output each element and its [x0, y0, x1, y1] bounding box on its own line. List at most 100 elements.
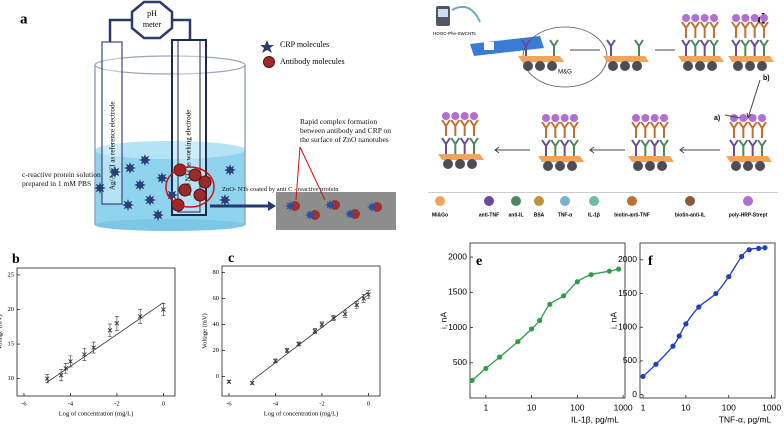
hrp: [758, 114, 766, 122]
legend-label: IL-1β: [588, 212, 600, 218]
antibody: [469, 119, 479, 136]
y-tick-label: 80: [213, 269, 220, 276]
antibody: [649, 121, 660, 138]
hrp: [730, 114, 738, 122]
nanotube: [608, 61, 618, 71]
antibody: [729, 139, 739, 156]
point: [354, 302, 360, 308]
point: [515, 339, 521, 345]
point: [63, 366, 69, 371]
hrp: [700, 14, 709, 22]
hrp: [542, 114, 550, 122]
plot-frame: [639, 242, 776, 399]
nanotube: [645, 161, 655, 171]
antibody: [541, 139, 551, 156]
x-tick-label: -6: [226, 400, 232, 407]
arrow: [494, 146, 530, 154]
mig-layer: [438, 154, 484, 160]
hrp: [560, 114, 569, 122]
hrp: [632, 114, 640, 122]
antibody: [549, 39, 559, 56]
point: [739, 253, 745, 260]
antibody: [640, 139, 651, 156]
point: [756, 245, 762, 251]
antibody: [709, 21, 719, 38]
working-electrode-inner: [177, 39, 201, 213]
y-tick-label: 1000: [448, 322, 467, 332]
point: [249, 380, 255, 386]
antibody: [759, 39, 769, 56]
point: [137, 314, 143, 319]
mig-layer: [603, 56, 649, 62]
x-tick-label: 1000: [762, 402, 781, 412]
nanotube: [731, 161, 741, 171]
antibody: [749, 39, 760, 56]
point: [574, 279, 580, 285]
arrow: [679, 146, 720, 154]
fit-line: [251, 291, 369, 381]
point: [114, 321, 120, 326]
x-tick-label: -4: [273, 400, 279, 407]
antibody-molecule: [198, 175, 212, 189]
crp-molecule: [367, 202, 377, 212]
hrp: [748, 114, 757, 122]
ph-meter: [130, 0, 174, 40]
point: [537, 317, 543, 324]
nanotube: [547, 61, 557, 71]
crp-molecule: [224, 164, 236, 176]
legend-label: anti-TNF: [479, 212, 499, 218]
antibody: [450, 137, 461, 154]
hrp: [551, 114, 560, 122]
nanotube: [620, 61, 630, 71]
x-tick-label: -6: [21, 400, 27, 407]
y-tick-label: 40: [213, 321, 220, 328]
point: [588, 272, 594, 278]
antibody: [550, 139, 561, 156]
antibody: [569, 139, 579, 156]
y-tick-label: 20: [8, 306, 15, 313]
legend-label: biotin-anti-IL: [675, 212, 705, 218]
reference-electrode: [101, 41, 123, 205]
legend-icon: [743, 196, 753, 206]
hrp: [739, 114, 748, 122]
solution-note: c-reactive protein solution prepared in …: [22, 170, 101, 188]
mig-layer: [728, 56, 774, 62]
nanotube: [455, 159, 465, 169]
y-tick-label: 15: [8, 341, 15, 348]
crp-molecule: [305, 210, 315, 220]
antibody: [631, 139, 641, 156]
antibody: [690, 39, 701, 56]
antibody: [541, 121, 551, 138]
crp-molecule: [134, 179, 146, 191]
y-tick-label: 2000: [448, 251, 467, 261]
x-tick-label: 100: [570, 402, 584, 412]
y-axis-label: Voltage (mV): [0, 314, 3, 349]
hrp: [682, 14, 690, 22]
y-tick-label: 500: [453, 357, 467, 367]
point: [44, 376, 50, 382]
x-axis-label: Log of concentration (mg/L): [59, 410, 134, 417]
legend-label: poly-HRP-Strept: [729, 212, 768, 218]
antibody: [569, 121, 579, 138]
mig-layer: [678, 56, 724, 62]
antibody: [640, 121, 651, 138]
x-tick-label: -2: [319, 400, 324, 407]
y-tick-label: 500: [623, 355, 637, 365]
x-axis-label: TNF-α, pg/mL: [719, 414, 772, 424]
beaker-base: [95, 219, 245, 231]
nanotube: [633, 161, 643, 171]
legend-icon: [435, 196, 445, 206]
panel-letter: b: [12, 252, 20, 267]
beaker-wall: [94, 65, 246, 225]
point: [361, 296, 367, 301]
y-tick-label: 10: [8, 375, 15, 382]
nanotube: [657, 161, 667, 171]
wire: [108, 18, 132, 42]
solution-surface: [95, 141, 245, 159]
x-tick-label: 100: [722, 402, 736, 412]
nanotube: [733, 61, 743, 71]
crp-molecule: [109, 166, 121, 178]
y-axis-label: i, nA: [438, 312, 448, 329]
point: [547, 301, 553, 307]
